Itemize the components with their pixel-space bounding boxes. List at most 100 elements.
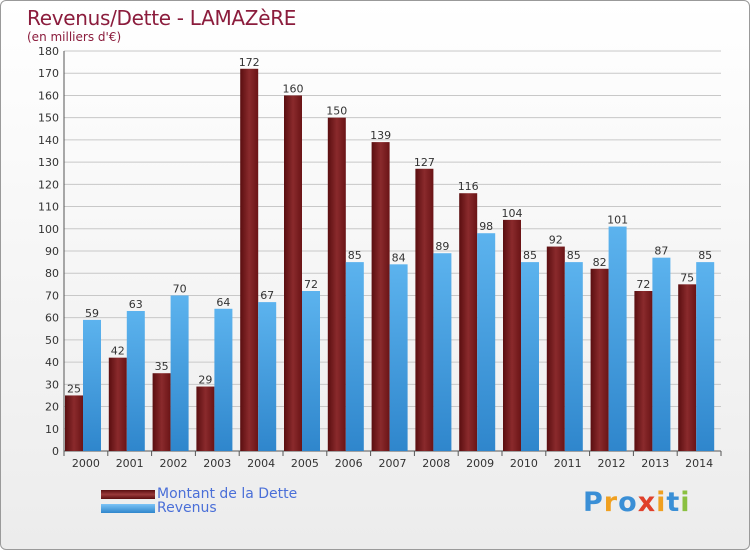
data-label-revenus: 98 bbox=[479, 220, 493, 233]
legend-swatch-dette bbox=[101, 490, 155, 499]
bar-revenus bbox=[564, 262, 583, 451]
data-label-revenus: 70 bbox=[173, 282, 187, 295]
chart-title: Revenus/Dette - LAMAZèRE bbox=[27, 6, 297, 30]
data-label-revenus: 67 bbox=[260, 289, 274, 302]
x-tick-label: 2010 bbox=[510, 457, 538, 470]
data-label-revenus: 85 bbox=[698, 249, 712, 262]
x-tick-label: 2008 bbox=[422, 457, 450, 470]
y-tick-label: 40 bbox=[45, 356, 59, 369]
data-label-revenus: 85 bbox=[348, 249, 362, 262]
data-label-dette: 160 bbox=[283, 82, 304, 95]
data-label-revenus: 85 bbox=[523, 249, 537, 262]
data-label-revenus: 89 bbox=[435, 240, 449, 253]
y-tick-label: 140 bbox=[38, 134, 59, 147]
data-label-dette: 104 bbox=[502, 207, 523, 220]
bar-revenus bbox=[258, 302, 277, 451]
bar-dette bbox=[590, 268, 609, 451]
bar-dette bbox=[152, 373, 171, 451]
proxiti-logo: Proxiti bbox=[583, 487, 691, 518]
data-label-revenus: 63 bbox=[129, 298, 143, 311]
bar-dette bbox=[634, 291, 653, 451]
bar-dette bbox=[240, 68, 259, 452]
legend-swatch-revenus bbox=[101, 504, 155, 513]
bar-revenus bbox=[389, 264, 408, 451]
data-label-dette: 35 bbox=[155, 360, 169, 373]
y-tick-label: 160 bbox=[38, 89, 59, 102]
y-tick-label: 10 bbox=[45, 423, 59, 436]
data-label-revenus: 84 bbox=[392, 251, 406, 264]
x-tick-label: 2002 bbox=[160, 457, 188, 470]
bar-dette bbox=[284, 95, 302, 451]
y-tick-label: 110 bbox=[38, 201, 59, 214]
data-label-dette: 29 bbox=[198, 374, 212, 387]
data-label-dette: 25 bbox=[67, 382, 81, 395]
bar-dette bbox=[415, 168, 434, 451]
y-tick-label: 100 bbox=[38, 223, 59, 236]
x-tick-label: 2012 bbox=[598, 457, 626, 470]
bar-revenus bbox=[433, 253, 452, 451]
data-label-dette: 172 bbox=[239, 56, 260, 69]
x-tick-label: 2009 bbox=[466, 457, 494, 470]
y-tick-label: 0 bbox=[52, 445, 59, 458]
legend-item-revenus: Revenus bbox=[101, 500, 401, 517]
bar-revenus bbox=[83, 319, 101, 451]
y-tick-label: 150 bbox=[38, 112, 59, 125]
bar-dette bbox=[503, 219, 521, 451]
bar-revenus bbox=[170, 295, 189, 451]
bar-dette bbox=[108, 357, 127, 451]
bar-revenus bbox=[652, 257, 671, 451]
x-tick-label: 2014 bbox=[685, 457, 713, 470]
x-tick-label: 2001 bbox=[116, 457, 144, 470]
data-label-revenus: 72 bbox=[304, 278, 318, 291]
data-label-revenus: 87 bbox=[654, 245, 668, 258]
bar-revenus bbox=[345, 262, 364, 451]
bar-revenus bbox=[214, 308, 233, 451]
y-tick-label: 120 bbox=[38, 178, 59, 191]
data-label-dette: 127 bbox=[414, 156, 435, 169]
y-tick-label: 20 bbox=[45, 401, 59, 414]
y-tick-label: 30 bbox=[45, 378, 59, 391]
bar-dette bbox=[459, 193, 478, 451]
y-tick-label: 130 bbox=[38, 156, 59, 169]
bar-dette bbox=[65, 395, 83, 451]
data-label-revenus: 59 bbox=[85, 307, 99, 320]
data-label-dette: 92 bbox=[549, 234, 563, 247]
x-tick-label: 2000 bbox=[72, 457, 100, 470]
y-tick-label: 60 bbox=[45, 312, 59, 325]
labels-layer: 0 10 20 30 40 50 60 70 80 90 100 110 120 130 140 150 160… bbox=[38, 45, 713, 470]
y-tick-label: 180 bbox=[38, 45, 59, 58]
y-tick-label: 50 bbox=[45, 334, 59, 347]
data-label-dette: 139 bbox=[370, 129, 391, 142]
bar-dette bbox=[327, 117, 346, 452]
x-tick-label: 2013 bbox=[641, 457, 669, 470]
legend-item-dette: Montant de la Dette bbox=[101, 486, 401, 503]
x-tick-label: 2006 bbox=[335, 457, 363, 470]
y-tick-label: 90 bbox=[45, 245, 59, 258]
bar-revenus bbox=[608, 226, 627, 451]
bar-revenus bbox=[696, 262, 715, 451]
y-tick-label: 170 bbox=[38, 67, 59, 80]
legend-label-dette: Montant de la Dette bbox=[157, 486, 298, 502]
x-tick-label: 2003 bbox=[203, 457, 231, 470]
bar-dette bbox=[546, 246, 565, 451]
x-tick-label: 2004 bbox=[247, 457, 275, 470]
bar-dette bbox=[371, 142, 390, 451]
chart-subtitle: (en milliers d'€) bbox=[27, 30, 122, 44]
data-label-dette: 75 bbox=[680, 271, 694, 284]
x-tick-label: 2007 bbox=[379, 457, 407, 470]
data-label-dette: 150 bbox=[326, 105, 347, 118]
y-tick-label: 70 bbox=[45, 289, 59, 302]
bar-dette bbox=[196, 386, 215, 451]
bar-revenus bbox=[126, 311, 145, 451]
bar-revenus bbox=[477, 233, 496, 451]
bar-revenus bbox=[302, 291, 320, 451]
y-tick-label: 80 bbox=[45, 267, 59, 280]
legend-label-revenus: Revenus bbox=[157, 500, 217, 516]
data-label-revenus: 85 bbox=[567, 249, 581, 262]
x-tick-label: 2005 bbox=[291, 457, 319, 470]
x-tick-label: 2011 bbox=[554, 457, 582, 470]
data-label-dette: 82 bbox=[593, 256, 607, 269]
data-label-dette: 116 bbox=[458, 180, 479, 193]
bar-revenus bbox=[521, 262, 539, 451]
